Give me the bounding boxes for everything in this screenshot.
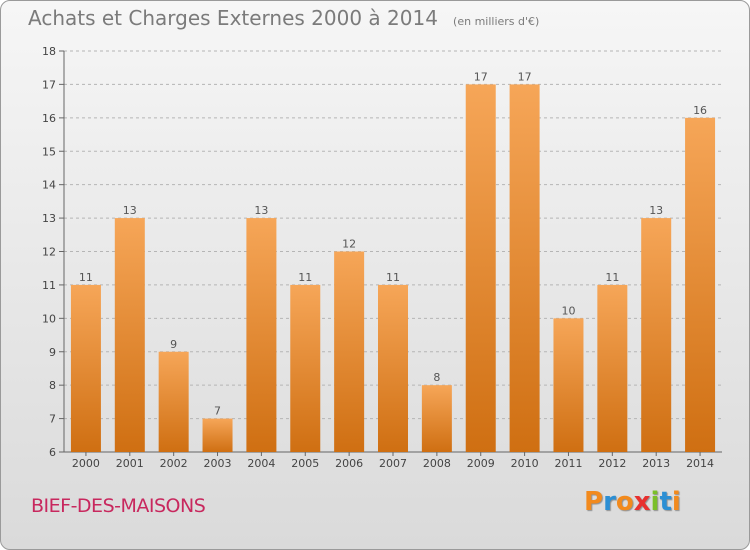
logo-letter: i: [671, 487, 681, 517]
chart-title: Achats et Charges Externes 2000 à 2014: [28, 6, 438, 30]
x-tick-label: 2001: [116, 457, 144, 470]
bar-2010: [509, 84, 540, 453]
label-layer: 11 13 9 7 13 11 12 11 8 17 17 10 11 13 16: [79, 70, 707, 417]
x-tick-label: 2008: [423, 457, 451, 470]
bar-2005: [290, 284, 321, 452]
x-tick-label: 2005: [291, 457, 319, 470]
bar-2002: [158, 351, 189, 452]
y-tick-label: 11: [42, 279, 56, 292]
x-tick-label: 2011: [554, 457, 582, 470]
x-tick-label: 2004: [247, 457, 275, 470]
x-tick-label: 2010: [511, 457, 539, 470]
bar-2008: [421, 385, 452, 452]
y-tick-label: 6: [49, 446, 56, 459]
bar-2009: [465, 84, 496, 453]
data-label: 9: [170, 338, 177, 351]
logo-letter: o: [615, 487, 634, 517]
x-tick-label: 2013: [642, 457, 670, 470]
data-label: 8: [433, 371, 440, 384]
x-tick-label: 2009: [467, 457, 495, 470]
y-tick-label: 7: [49, 413, 56, 426]
bar-2011: [553, 318, 584, 452]
x-tick-label: 2000: [72, 457, 100, 470]
data-label: 13: [649, 204, 663, 217]
commune-name: BIEF-DES-MAISONS: [31, 495, 206, 517]
bar-2000: [70, 284, 101, 452]
bar-2012: [597, 284, 628, 452]
x-tick-label: 2002: [160, 457, 188, 470]
axis-layer: 6 7 8 9 10 11 12 13 14 15 16 17 18 2000 2001 2002 2003 20…: [42, 45, 722, 470]
data-label: 13: [123, 204, 137, 217]
data-label: 11: [298, 271, 312, 284]
y-tick-label: 13: [42, 212, 56, 225]
logo-letter: i: [650, 487, 660, 517]
data-label: 13: [254, 204, 268, 217]
x-tick-label: 2014: [686, 457, 714, 470]
y-tick-label: 12: [42, 246, 56, 259]
data-label: 7: [214, 405, 221, 418]
data-label: 10: [561, 304, 575, 317]
bar-2003: [202, 418, 233, 452]
data-label: 16: [693, 104, 707, 117]
data-label: 17: [474, 70, 488, 83]
proxiti-logo: Proxiti: [584, 487, 681, 517]
chart-unit: (en milliers d'€): [453, 15, 540, 28]
bar-2014: [685, 117, 716, 452]
data-label: 11: [605, 271, 619, 284]
bar-2006: [334, 251, 365, 452]
bar-2013: [641, 218, 672, 452]
y-tick-label: 15: [42, 145, 56, 158]
data-label: 17: [518, 70, 532, 83]
y-tick-label: 16: [42, 112, 56, 125]
y-tick-label: 17: [42, 78, 56, 91]
x-tick-label: 2007: [379, 457, 407, 470]
x-tick-label: 2006: [335, 457, 363, 470]
y-tick-label: 18: [42, 45, 56, 58]
bar-2001: [114, 218, 145, 452]
logo-letter: r: [603, 487, 616, 517]
x-tick-label: 2012: [598, 457, 626, 470]
y-tick-label: 8: [49, 379, 56, 392]
data-label: 11: [386, 271, 400, 284]
x-tick-label: 2003: [204, 457, 232, 470]
bar-2007: [378, 284, 408, 452]
data-label: 11: [79, 271, 93, 284]
data-label: 12: [342, 238, 356, 251]
y-tick-label: 9: [49, 346, 56, 359]
y-tick-label: 14: [42, 179, 56, 192]
title-row: Achats et Charges Externes 2000 à 2014 (…: [28, 6, 539, 30]
y-tick-label: 10: [42, 312, 56, 325]
logo-letter: x: [633, 487, 651, 517]
logo-letter: t: [659, 487, 672, 517]
bar-2004: [246, 218, 277, 452]
bar-layer: [70, 84, 716, 453]
logo-letter: P: [584, 487, 604, 517]
